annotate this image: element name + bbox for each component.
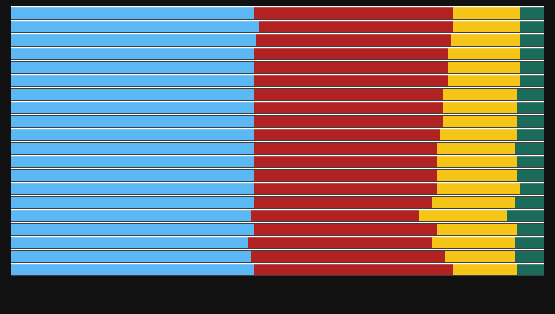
Bar <box>11 170 254 181</box>
Bar <box>440 129 517 140</box>
Bar <box>437 143 514 154</box>
Bar <box>517 170 544 181</box>
Bar <box>11 102 254 113</box>
Bar <box>254 89 443 100</box>
Bar <box>254 48 448 59</box>
Bar <box>437 170 517 181</box>
Bar <box>520 62 544 73</box>
Bar <box>443 116 517 127</box>
Bar <box>517 102 544 113</box>
Bar <box>453 21 520 32</box>
Bar <box>254 75 448 86</box>
Bar <box>11 89 254 100</box>
Bar <box>11 35 256 46</box>
Bar <box>517 89 544 100</box>
Bar <box>514 237 544 248</box>
Bar <box>254 224 437 235</box>
Bar <box>11 143 254 154</box>
Bar <box>517 264 544 275</box>
Bar <box>520 75 544 86</box>
Bar <box>11 156 254 167</box>
Bar <box>254 156 437 167</box>
Bar <box>448 48 520 59</box>
Bar <box>251 210 418 221</box>
Bar <box>254 102 443 113</box>
Bar <box>254 129 440 140</box>
Bar <box>514 143 544 154</box>
Bar <box>11 264 254 275</box>
Bar <box>11 237 248 248</box>
Bar <box>432 237 514 248</box>
Bar <box>453 8 520 19</box>
Bar <box>11 116 254 127</box>
Bar <box>418 210 507 221</box>
Bar <box>254 170 437 181</box>
Bar <box>11 75 254 86</box>
Bar <box>251 251 445 262</box>
Bar <box>437 183 520 194</box>
Bar <box>11 48 254 59</box>
Bar <box>517 129 544 140</box>
Bar <box>520 48 544 59</box>
Bar <box>520 35 544 46</box>
Bar <box>254 62 448 73</box>
Bar <box>254 8 453 19</box>
Bar <box>248 237 432 248</box>
Bar <box>11 21 259 32</box>
Bar <box>520 21 544 32</box>
Bar <box>517 116 544 127</box>
Bar <box>11 129 254 140</box>
Bar <box>11 8 254 19</box>
Bar <box>507 210 544 221</box>
Bar <box>11 197 254 208</box>
Bar <box>259 21 453 32</box>
Bar <box>11 224 254 235</box>
Bar <box>432 197 514 208</box>
Bar <box>11 210 251 221</box>
Bar <box>254 197 432 208</box>
Bar <box>451 35 520 46</box>
Bar <box>448 75 520 86</box>
Bar <box>520 183 544 194</box>
Bar <box>11 183 254 194</box>
Bar <box>445 251 514 262</box>
Bar <box>254 264 453 275</box>
Bar <box>254 143 437 154</box>
Bar <box>514 251 544 262</box>
Bar <box>517 224 544 235</box>
Bar <box>443 89 517 100</box>
Bar <box>453 264 517 275</box>
Bar <box>437 224 517 235</box>
Bar <box>437 156 517 167</box>
Bar <box>443 102 517 113</box>
Bar <box>254 116 443 127</box>
Bar <box>520 8 544 19</box>
Bar <box>256 35 451 46</box>
Bar <box>254 183 437 194</box>
Bar <box>448 62 520 73</box>
Bar <box>514 197 544 208</box>
Bar <box>517 156 544 167</box>
Bar <box>11 62 254 73</box>
Bar <box>11 251 251 262</box>
Legend: 1 lapsi, 2 lasta, 3 lasta, 4+ lasta: 1 lapsi, 2 lasta, 3 lasta, 4+ lasta <box>150 313 405 314</box>
